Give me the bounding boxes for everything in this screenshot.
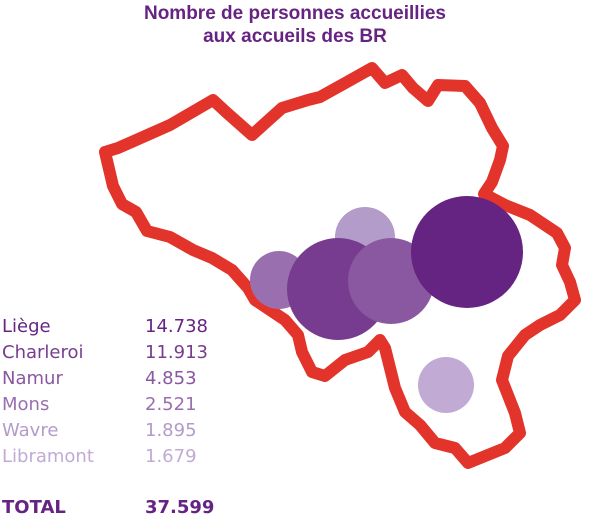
legend-value: 4.853 xyxy=(145,368,197,389)
belgium-border xyxy=(99,62,581,469)
bubble-libramont xyxy=(418,357,474,413)
legend-value: 11.913 xyxy=(145,342,208,363)
legend-city: Libramont xyxy=(2,446,94,467)
legend-city: Wavre xyxy=(2,420,59,441)
bubble-liege xyxy=(411,196,523,308)
total-label: TOTAL xyxy=(2,497,66,518)
legend-city: Namur xyxy=(2,368,63,389)
chart-title: Nombre de personnes accueillies aux accu… xyxy=(0,2,590,48)
legend-city: Mons xyxy=(2,394,50,415)
legend-city: Liège xyxy=(2,316,51,337)
legend-value: 1.679 xyxy=(145,446,197,467)
title-line-1: Nombre de personnes accueillies xyxy=(143,3,446,24)
total-value: 37.599 xyxy=(145,497,215,518)
legend-value: 2.521 xyxy=(145,394,197,415)
legend-value: 1.895 xyxy=(145,420,197,441)
legend-value: 14.738 xyxy=(145,316,208,337)
legend-city: Charleroi xyxy=(2,342,84,363)
title-line-2: aux accueils des BR xyxy=(203,26,387,47)
